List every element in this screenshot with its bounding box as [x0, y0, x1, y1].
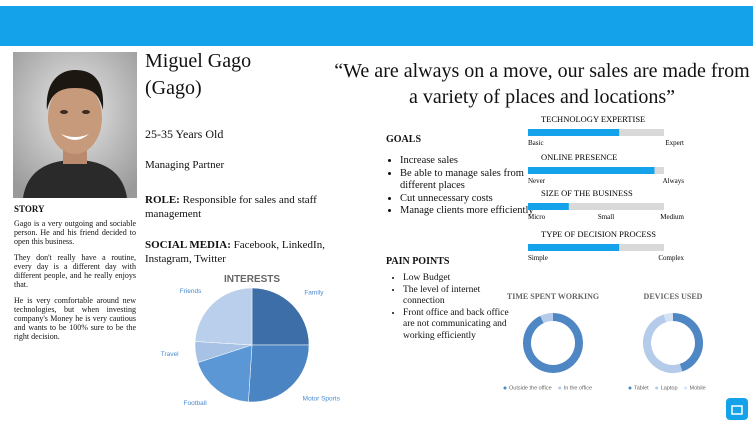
pie-label: Football: [184, 400, 208, 407]
legend-swatch: [684, 387, 687, 390]
legend-swatch: [655, 387, 658, 390]
slider-fill: [528, 129, 619, 136]
legend-label: In the office: [564, 385, 592, 391]
pie-slice: [248, 345, 309, 402]
slider-label: Basic: [528, 139, 544, 147]
charts: TECHNOLOGY EXPERTISE Basic Expert ONLINE PR…: [0, 0, 753, 428]
slider-label: Small: [598, 213, 614, 221]
slider-label: Complex: [658, 254, 684, 262]
legend-label: Outside the office: [509, 385, 552, 391]
slider-title: ONLINE PRESENCE: [541, 152, 617, 162]
pie-slice: [252, 288, 309, 345]
legend-swatch: [504, 387, 507, 390]
slider-title: SIZE OF THE BUSINESS: [541, 188, 633, 198]
slider-label: Medium: [660, 213, 684, 221]
legend-swatch: [558, 387, 561, 390]
persona-slide: STORY Gago is a very outgoing and sociab…: [0, 0, 753, 428]
donut-segment: [647, 318, 681, 369]
slider-label: Expert: [665, 139, 684, 147]
slider-label: Simple: [528, 254, 548, 262]
donut-segment: [527, 317, 579, 369]
legend-label: Tablet: [634, 385, 649, 391]
slider-fill: [528, 167, 654, 174]
pie-label: Motor Sports: [303, 396, 341, 403]
pie-label: Family: [304, 289, 324, 296]
slider-fill: [528, 203, 569, 210]
donut-segment: [673, 317, 699, 368]
slider-label: Micro: [528, 213, 546, 221]
legend-label: Mobile: [690, 385, 706, 391]
legend-label: Laptop: [661, 385, 678, 391]
donut-segment: [542, 317, 553, 319]
pie-label: Friends: [180, 288, 202, 295]
chart-title: DEVICES USED: [644, 292, 703, 301]
slider-title: TYPE OF DECISION PROCESS: [541, 229, 656, 239]
slider-fill: [528, 244, 619, 251]
pie-slice: [195, 288, 252, 345]
donut-segment: [665, 317, 673, 318]
chart-title: TIME SPENT WORKING: [507, 292, 599, 301]
legend-swatch: [629, 387, 632, 390]
logo: [726, 398, 748, 420]
slider-label: Never: [528, 177, 546, 185]
slider-label: Always: [663, 177, 685, 185]
chart-title: INTERESTS: [224, 274, 280, 285]
slider-title: TECHNOLOGY EXPERTISE: [541, 114, 645, 124]
pie-label: Travel: [161, 351, 179, 358]
